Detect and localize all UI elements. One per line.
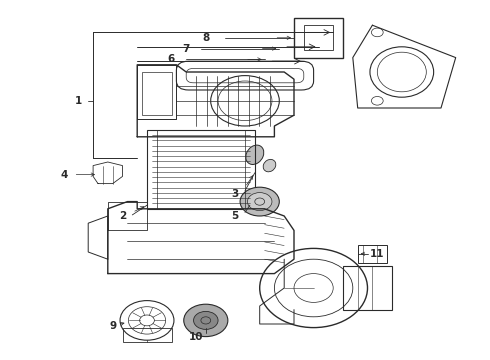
Bar <box>358 245 387 263</box>
Text: 1: 1 <box>75 96 82 106</box>
Text: 7: 7 <box>182 44 190 54</box>
Circle shape <box>240 187 279 216</box>
Circle shape <box>194 311 218 329</box>
Text: 10: 10 <box>189 332 203 342</box>
Bar <box>122 328 172 342</box>
Text: 2: 2 <box>119 211 126 221</box>
Bar <box>343 266 392 310</box>
Text: 5: 5 <box>232 211 239 221</box>
Text: 6: 6 <box>168 54 175 64</box>
Text: 11: 11 <box>370 249 385 259</box>
Ellipse shape <box>246 145 264 165</box>
Text: 4: 4 <box>60 170 68 180</box>
Bar <box>294 18 343 58</box>
Text: 9: 9 <box>109 321 116 331</box>
Circle shape <box>247 193 272 211</box>
Circle shape <box>184 304 228 337</box>
Bar <box>304 25 333 50</box>
Text: 3: 3 <box>232 189 239 199</box>
Ellipse shape <box>263 159 276 172</box>
Text: 8: 8 <box>202 33 209 43</box>
Bar <box>142 72 172 115</box>
Bar <box>147 130 255 209</box>
